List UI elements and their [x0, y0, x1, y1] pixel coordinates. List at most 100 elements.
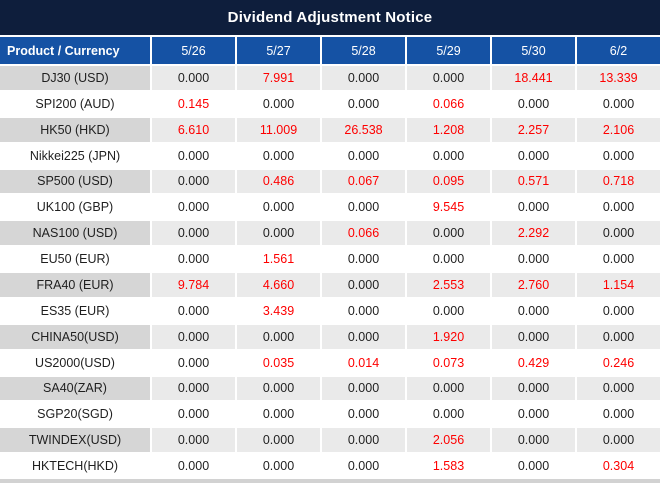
product-cell: SPI200 (AUD): [0, 91, 150, 116]
product-cell: SGP20(SGD): [0, 402, 150, 427]
value-cell: 0.000: [405, 66, 490, 90]
value-cell: 0.000: [490, 324, 575, 349]
table-row: FRA40 (EUR) 9.784 4.660 0.000 2.553 2.760 1.1…: [0, 271, 660, 297]
value-cell: 9.784: [150, 273, 235, 297]
value-cell: 0.000: [575, 402, 660, 427]
value-cell: 0.000: [320, 143, 405, 168]
value-cell: 2.760: [490, 273, 575, 297]
value-cell: 0.000: [320, 66, 405, 90]
value-cell: 0.000: [320, 195, 405, 220]
value-cell: 0.000: [575, 143, 660, 168]
value-cell: 0.000: [320, 298, 405, 323]
table-row: DJ30 (USD) 0.000 7.991 0.000 0.000 18.441 13.…: [0, 64, 660, 90]
value-cell: 0.246: [575, 350, 660, 375]
product-cell: FRA40 (EUR): [0, 273, 150, 297]
product-cell: HKTECH(HKD): [0, 454, 150, 478]
date-column-header: 5/30: [490, 37, 575, 64]
table-row: US2000(USD) 0.000 0.035 0.014 0.073 0.429 0.2…: [0, 348, 660, 375]
table-row: EU50 (EUR) 0.000 1.561 0.000 0.000 0.000 0.00…: [0, 245, 660, 271]
value-cell: 0.000: [235, 221, 320, 246]
value-cell: 0.000: [405, 298, 490, 323]
value-cell: 1.154: [575, 273, 660, 297]
value-cell: 2.056: [405, 428, 490, 453]
product-cell: ES35 (EUR): [0, 298, 150, 323]
product-cell: UK100 (GBP): [0, 195, 150, 220]
value-cell: 0.000: [490, 376, 575, 401]
table-row: SP500 (USD) 0.000 0.486 0.067 0.095 0.571 0.7…: [0, 167, 660, 194]
value-cell: 0.486: [235, 169, 320, 194]
table-row: CHINA50(USD) 0.000 0.000 0.000 1.920 0.000 0.…: [0, 322, 660, 349]
value-cell: 2.257: [490, 117, 575, 142]
value-cell: 0.000: [235, 376, 320, 401]
value-cell: 0.000: [575, 324, 660, 349]
table-row: ES35 (EUR) 0.000 3.439 0.000 0.000 0.000 0.00…: [0, 296, 660, 323]
value-cell: 0.000: [150, 221, 235, 246]
value-cell: 0.000: [490, 195, 575, 220]
value-cell: 0.000: [575, 91, 660, 116]
date-column-header: 5/27: [235, 37, 320, 64]
product-cell: TWINDEX(USD): [0, 428, 150, 453]
value-cell: 0.035: [235, 350, 320, 375]
value-cell: 0.000: [575, 298, 660, 323]
value-cell: 0.000: [490, 454, 575, 478]
value-cell: 0.429: [490, 350, 575, 375]
table-row: SPI200 (AUD) 0.145 0.000 0.000 0.066 0.000 0.…: [0, 89, 660, 116]
value-cell: 0.718: [575, 169, 660, 194]
value-cell: 0.000: [150, 454, 235, 478]
value-cell: 9.545: [405, 195, 490, 220]
value-cell: 0.304: [575, 454, 660, 478]
value-cell: 18.441: [490, 66, 575, 90]
value-cell: 0.000: [575, 376, 660, 401]
product-cell: US2000(USD): [0, 350, 150, 375]
value-cell: 0.000: [575, 428, 660, 453]
value-cell: 0.000: [490, 143, 575, 168]
table-row: SGP20(SGD) 0.000 0.000 0.000 0.000 0.000 0.00…: [0, 400, 660, 427]
value-cell: 0.000: [575, 247, 660, 271]
date-column-header: 5/28: [320, 37, 405, 64]
value-cell: 11.009: [235, 117, 320, 142]
table-row: NAS100 (USD) 0.000 0.000 0.066 0.000 2.292 0.…: [0, 219, 660, 246]
value-cell: 0.000: [490, 247, 575, 271]
product-cell: HK50 (HKD): [0, 117, 150, 142]
value-cell: 0.145: [150, 91, 235, 116]
value-cell: 0.571: [490, 169, 575, 194]
value-cell: 0.000: [490, 428, 575, 453]
value-cell: 0.000: [320, 324, 405, 349]
table-row: HK50 (HKD) 6.610 11.009 26.538 1.208 2.257 2.…: [0, 115, 660, 142]
date-column-header: 5/26: [150, 37, 235, 64]
value-cell: 0.066: [320, 221, 405, 246]
value-cell: 0.000: [405, 247, 490, 271]
value-cell: 0.000: [490, 298, 575, 323]
value-cell: 26.538: [320, 117, 405, 142]
value-cell: 4.660: [235, 273, 320, 297]
value-cell: 0.000: [320, 454, 405, 478]
value-cell: 7.991: [235, 66, 320, 90]
value-cell: 0.000: [490, 402, 575, 427]
value-cell: 0.000: [320, 91, 405, 116]
product-cell: CHINA50(USD): [0, 324, 150, 349]
value-cell: 0.000: [405, 376, 490, 401]
value-cell: 2.106: [575, 117, 660, 142]
value-cell: 0.000: [150, 350, 235, 375]
table-row: TWINDEX(USD) 0.000 0.000 0.000 2.056 0.000 0.…: [0, 426, 660, 453]
value-cell: 0.000: [150, 376, 235, 401]
table-row: UK100 (GBP) 0.000 0.000 0.000 9.545 0.000 0.0…: [0, 193, 660, 220]
value-cell: 0.000: [490, 91, 575, 116]
value-cell: 0.067: [320, 169, 405, 194]
value-cell: 2.553: [405, 273, 490, 297]
value-cell: 0.000: [150, 247, 235, 271]
product-cell: EU50 (EUR): [0, 247, 150, 271]
value-cell: 6.610: [150, 117, 235, 142]
value-cell: 0.000: [405, 221, 490, 246]
value-cell: 0.000: [320, 428, 405, 453]
value-cell: 0.000: [235, 428, 320, 453]
product-cell: Nikkei225 (JPN): [0, 143, 150, 168]
value-cell: 0.000: [150, 298, 235, 323]
value-cell: 1.208: [405, 117, 490, 142]
value-cell: 0.000: [150, 324, 235, 349]
value-cell: 13.339: [575, 66, 660, 90]
value-cell: 0.000: [150, 195, 235, 220]
value-cell: 1.561: [235, 247, 320, 271]
value-cell: 0.000: [150, 143, 235, 168]
